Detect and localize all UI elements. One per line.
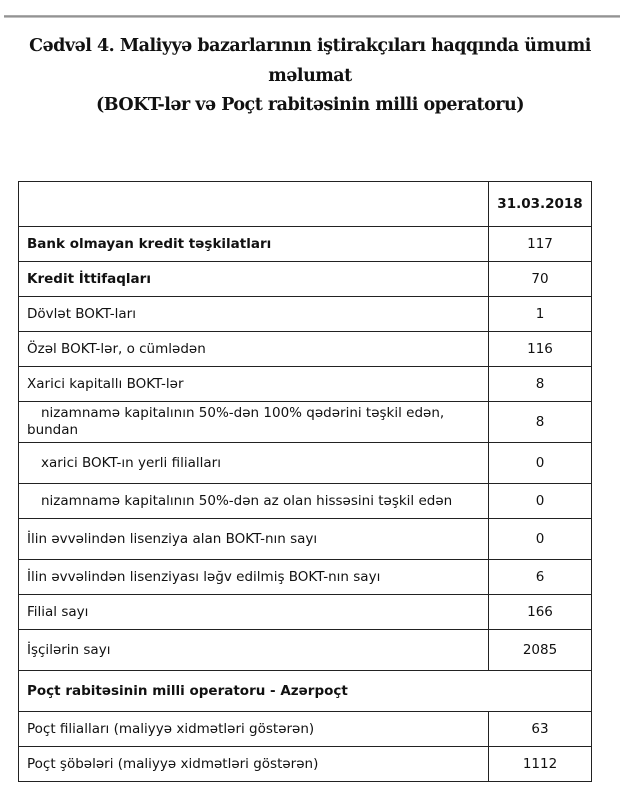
table-row: İlin əvvəlindən lisenziyası ləğv edilmiş…	[18, 559, 592, 595]
table-title: Cədvəl 4. Maliyyə bazarlarının iştirakçı…	[29, 36, 591, 86]
row-value: 8	[488, 366, 592, 402]
row-label-text: nizamnamə kapitalının 50%-dən 100% qədər…	[27, 405, 445, 438]
table-row: xarici BOKT-ın yerli filialları 0	[18, 442, 592, 484]
row-label: nizamnamə kapitalının 50%-dən az olan hi…	[18, 483, 489, 519]
row-label: Özəl BOKT-lər, o cümlədən	[18, 331, 489, 367]
row-label: Poçt filialları (maliyyə xidmətləri göst…	[18, 711, 489, 747]
section-row: Poçt rabitəsinin milli operatoru - Azərp…	[18, 670, 592, 712]
table-row: Özəl BOKT-lər, o cümlədən 116	[18, 331, 592, 367]
table-row: İlin əvvəlindən lisenziya alan BOKT-nın …	[18, 518, 592, 560]
row-value: 1112	[488, 746, 592, 782]
row-label: xarici BOKT-ın yerli filialları	[18, 442, 489, 484]
row-value: 1	[488, 296, 592, 332]
row-label: Filial sayı	[18, 594, 489, 630]
page-top-rule	[4, 15, 620, 18]
row-value: 63	[488, 711, 592, 747]
row-label: İşçilərin sayı	[18, 629, 489, 671]
row-label: Kredit İttifaqları	[18, 261, 489, 297]
row-value: 70	[488, 261, 592, 297]
table-row: Poçt şöbələri (maliyyə xidmətləri göstər…	[18, 746, 592, 782]
row-label: İlin əvvəlindən lisenziya alan BOKT-nın …	[18, 518, 489, 560]
table-row: nizamnamə kapitalının 50%-dən az olan hi…	[18, 483, 592, 519]
header-label-cell	[18, 181, 489, 227]
row-label: Xarici kapitallı BOKT-lər	[18, 366, 489, 402]
row-label: Poçt şöbələri (maliyyə xidmətləri göstər…	[18, 746, 489, 782]
table-row: Filial sayı 166	[18, 594, 592, 630]
table-row: Xarici kapitallı BOKT-lər 8	[18, 366, 592, 402]
row-value: 6	[488, 559, 592, 595]
row-value: 0	[488, 442, 592, 484]
section-label: Poçt rabitəsinin milli operatoru - Azərp…	[18, 670, 592, 712]
table-row: Dövlət BOKT-ları 1	[18, 296, 592, 332]
table-row: Bank olmayan kredit təşkilatları 117	[18, 226, 592, 262]
row-label: İlin əvvəlindən lisenziyası ləğv edilmiş…	[18, 559, 489, 595]
table-subtitle: (BOKT-lər və Poçt rabitəsinin milli oper…	[95, 95, 525, 115]
data-table: 31.03.2018 Bank olmayan kredit təşkilatl…	[18, 181, 592, 782]
row-label: Bank olmayan kredit təşkilatları	[18, 226, 489, 262]
row-value: 117	[488, 226, 592, 262]
row-value: 116	[488, 331, 592, 367]
row-label: nizamnamə kapitalının 50%-dən 100% qədər…	[18, 401, 489, 443]
header-date-cell: 31.03.2018	[488, 181, 592, 227]
table-row: Poçt filialları (maliyyə xidmətləri göst…	[18, 711, 592, 747]
table-row: İşçilərin sayı 2085	[18, 629, 592, 671]
row-value: 0	[488, 483, 592, 519]
row-value: 8	[488, 401, 592, 443]
row-value: 166	[488, 594, 592, 630]
table-row: nizamnamə kapitalının 50%-dən 100% qədər…	[18, 401, 592, 443]
row-value: 0	[488, 518, 592, 560]
header-row: 31.03.2018	[18, 181, 592, 227]
row-label: Dövlət BOKT-ları	[18, 296, 489, 332]
row-value: 2085	[488, 629, 592, 671]
table-row: Kredit İttifaqları 70	[18, 261, 592, 297]
